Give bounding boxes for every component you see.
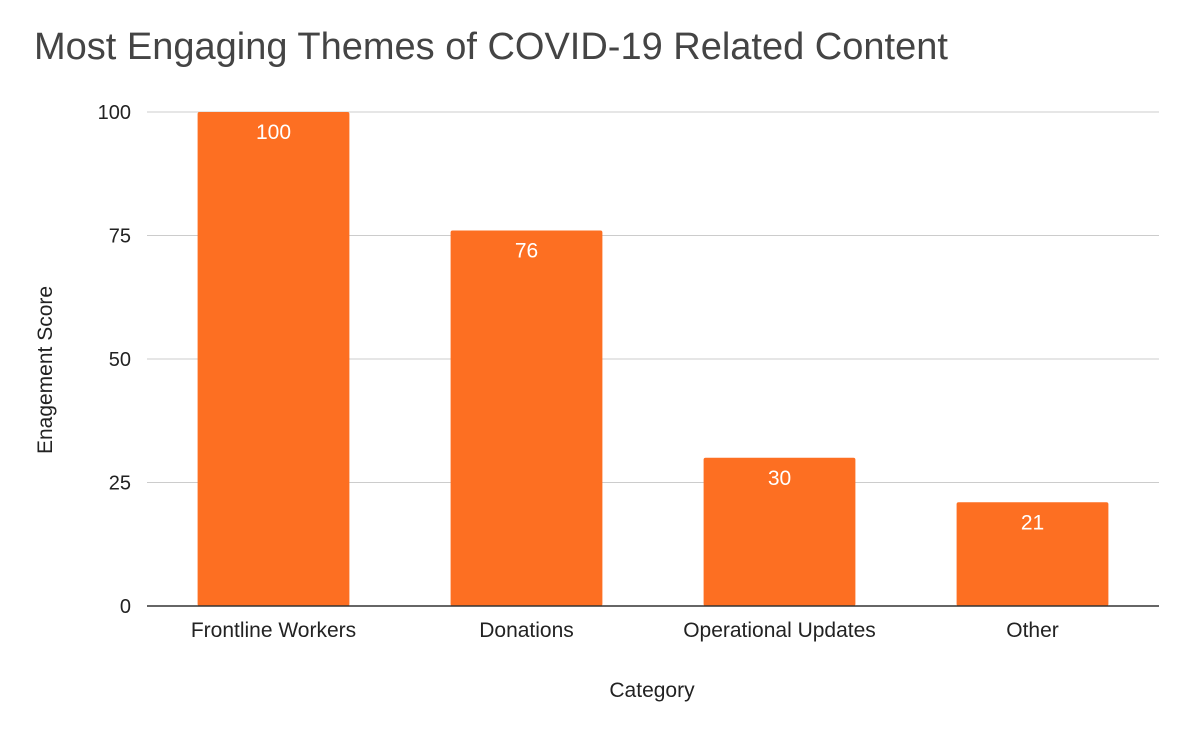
labels: 0 25 50 75 100 100 Frontline Workers 76 Donation… <box>98 102 1059 642</box>
x-tick-label: Other <box>1006 619 1059 642</box>
y-tick-label: 25 <box>109 473 131 495</box>
y-tick-label: 50 <box>109 349 131 371</box>
y-tick-label: 75 <box>109 226 131 248</box>
x-tick-label: Frontline Workers <box>191 619 356 642</box>
data-label: 76 <box>515 240 538 263</box>
bar <box>197 112 350 606</box>
data-label: 30 <box>768 467 791 490</box>
y-tick-label: 100 <box>98 102 131 124</box>
x-tick-label: Donations <box>479 619 574 642</box>
x-tick-label: Operational Updates <box>683 619 876 642</box>
y-tick-label: 0 <box>120 596 131 618</box>
bar <box>956 502 1109 606</box>
bar <box>450 230 603 606</box>
data-label: 21 <box>1021 511 1044 534</box>
bars <box>197 112 1109 606</box>
x-axis-title: Category <box>609 679 695 702</box>
data-label: 100 <box>256 121 291 144</box>
bar <box>703 457 856 606</box>
chart-title: Most Engaging Themes of COVID-19 Related… <box>34 26 948 68</box>
y-axis-title: Enagement Score <box>34 286 57 454</box>
